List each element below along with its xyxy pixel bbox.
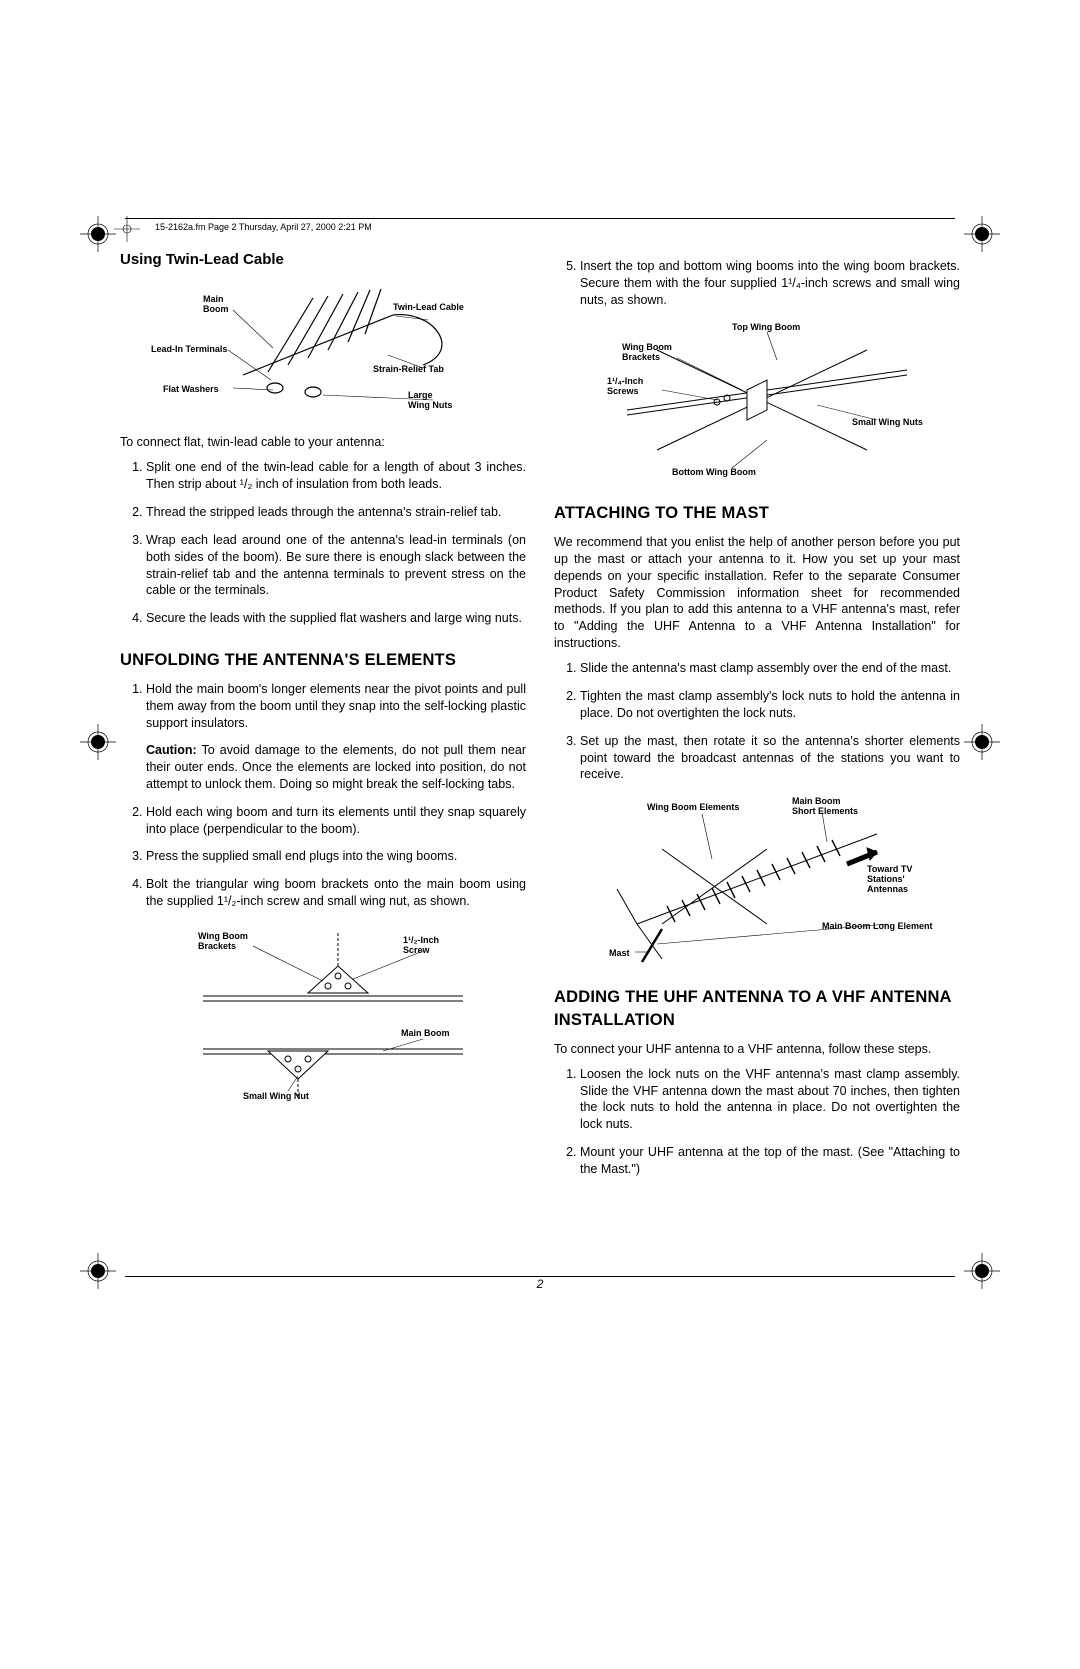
- list-item: Thread the stripped leads through the an…: [146, 504, 526, 521]
- label-bottom-wing: Bottom Wing Boom: [672, 467, 756, 477]
- heading-attaching: ATTACHING TO THE MAST: [554, 502, 960, 524]
- label-twin-lead: Twin-Lead Cable: [393, 302, 464, 312]
- list-item: Tighten the mast clamp assembly's lock n…: [580, 688, 960, 722]
- label-small-wing-nuts: Small Wing Nuts: [852, 417, 923, 427]
- label-main-long: Main Boom Long Element: [822, 921, 933, 931]
- svg-text:Toward TVStations'Antennas: Toward TVStations'Antennas: [867, 864, 912, 894]
- diagram-mast: Wing Boom Elements Main BoomShort Elemen…: [554, 794, 960, 964]
- label-main-boom: Main Boom: [401, 1028, 450, 1038]
- list-attaching: Slide the antenna's mast clamp assembly …: [554, 660, 960, 783]
- label-flat-washers: Flat Washers: [163, 384, 219, 394]
- left-column: Using Twin-Lead Cable: [120, 250, 526, 1189]
- diagram-brackets: Wing BoomBrackets 1¹/₂-InchScrew Main Bo…: [120, 921, 526, 1101]
- crop-mark-mr: [960, 720, 1004, 764]
- diagram-twin-lead: MainBoom Twin-Lead Cable Lead-In Termina…: [120, 280, 526, 420]
- list-item: Insert the top and bottom wing booms int…: [580, 258, 960, 309]
- para-attaching: We recommend that you enlist the help of…: [554, 534, 960, 652]
- list-adding: Loosen the lock nuts on the VHF antenna'…: [554, 1066, 960, 1178]
- label-mast: Mast: [609, 948, 630, 958]
- diagram-wing-booms: Top Wing Boom Wing BoomBrackets 1¹/₄-Inc…: [554, 320, 960, 480]
- list-text: Hold the main boom's longer elements nea…: [146, 682, 526, 730]
- svg-text:Wing BoomBrackets: Wing BoomBrackets: [622, 342, 672, 362]
- crop-mark-bl: [76, 1249, 120, 1293]
- list-twin-lead: Split one end of the twin-lead cable for…: [120, 459, 526, 627]
- list-item: Mount your UHF antenna at the top of the…: [580, 1144, 960, 1178]
- heading-adding-uhf: ADDING THE UHF ANTENNA TO A VHF ANTENNA …: [554, 986, 960, 1031]
- para-adding: To connect your UHF antenna to a VHF ant…: [554, 1041, 960, 1058]
- list-item: Slide the antenna's mast clamp assembly …: [580, 660, 960, 677]
- list-item: Split one end of the twin-lead cable for…: [146, 459, 526, 493]
- page-number: 2: [537, 1277, 544, 1291]
- crop-mark-ml: [76, 720, 120, 764]
- list-unfolding: Hold the main boom's longer elements nea…: [120, 681, 526, 910]
- list-item: Hold each wing boom and turn its element…: [146, 804, 526, 838]
- list-item: Set up the mast, then rotate it so the a…: [580, 733, 960, 784]
- crop-mark-tr: [960, 212, 1004, 256]
- svg-text:Wing BoomBrackets: Wing BoomBrackets: [198, 931, 248, 951]
- list-continued: Insert the top and bottom wing booms int…: [554, 258, 960, 309]
- caution-text: To avoid damage to the elements, do not …: [146, 743, 526, 791]
- svg-text:1¹/₄-InchScrews: 1¹/₄-InchScrews: [607, 376, 643, 396]
- page-content: Using Twin-Lead Cable: [120, 210, 960, 1270]
- list-item: Secure the leads with the supplied flat …: [146, 610, 526, 627]
- list-item: Press the supplied small end plugs into …: [146, 848, 526, 865]
- intro-twin-lead: To connect flat, twin-lead cable to your…: [120, 434, 526, 451]
- heading-twin-lead: Using Twin-Lead Cable: [120, 250, 526, 270]
- label-small-wing-nut: Small Wing Nut: [243, 1091, 309, 1101]
- svg-text:MainBoom: MainBoom: [203, 294, 229, 314]
- crop-mark-br: [960, 1249, 1004, 1293]
- label-strain: Strain-Relief Tab: [373, 364, 444, 374]
- list-item: Hold the main boom's longer elements nea…: [146, 681, 526, 792]
- svg-text:1¹/₂-InchScrew: 1¹/₂-InchScrew: [403, 935, 439, 955]
- list-item: Wrap each lead around one of the antenna…: [146, 532, 526, 600]
- svg-text:LargeWing Nuts: LargeWing Nuts: [408, 390, 452, 410]
- label-wing-elements: Wing Boom Elements: [647, 802, 739, 812]
- caution-label: Caution:: [146, 743, 197, 757]
- list-item: Bolt the triangular wing boom brackets o…: [146, 876, 526, 910]
- label-top-wing: Top Wing Boom: [732, 322, 800, 332]
- svg-text:Main BoomShort Elements: Main BoomShort Elements: [792, 796, 858, 816]
- heading-unfolding: UNFOLDING THE ANTENNA'S ELEMENTS: [120, 649, 526, 671]
- list-item: Loosen the lock nuts on the VHF antenna'…: [580, 1066, 960, 1134]
- right-column: Insert the top and bottom wing booms int…: [554, 250, 960, 1189]
- label-lead-in: Lead-In Terminals: [151, 344, 227, 354]
